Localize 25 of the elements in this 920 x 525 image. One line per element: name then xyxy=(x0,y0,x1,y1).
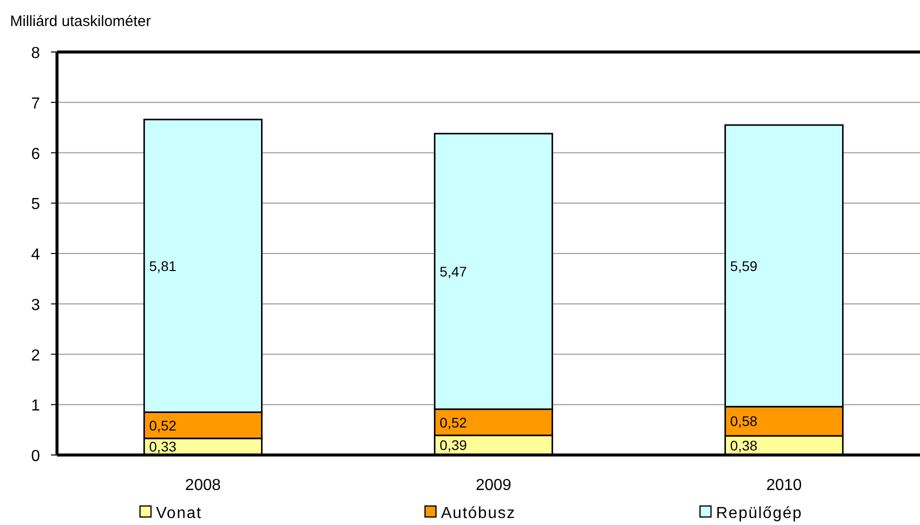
data-label: 0,58 xyxy=(730,413,758,430)
y-tick-label: 5 xyxy=(31,196,40,214)
data-label: 0,38 xyxy=(730,437,758,454)
y-tick-label: 2 xyxy=(31,347,40,364)
data-label: 0,33 xyxy=(149,438,177,455)
x-tick-label: 2009 xyxy=(476,477,512,494)
y-tick-label: 1 xyxy=(31,398,40,415)
data-label: 5,59 xyxy=(730,258,758,274)
x-tick-label: 2008 xyxy=(185,477,221,494)
legend-label: Autóbusz xyxy=(441,505,516,522)
y-tick-label: 8 xyxy=(31,45,40,62)
y-axis-title: Milliárd utaskilométer xyxy=(10,13,151,30)
data-label: 5,47 xyxy=(440,263,468,280)
data-label: 0,52 xyxy=(149,417,177,434)
y-tick-label: 7 xyxy=(31,95,40,112)
y-tick-label: 4 xyxy=(31,246,40,264)
data-label: 0,39 xyxy=(440,437,468,454)
x-tick-label: 2010 xyxy=(766,477,802,494)
legend-label: Repülőgép xyxy=(716,505,802,522)
data-label: 5,81 xyxy=(149,258,177,274)
y-tick-label: 3 xyxy=(31,296,40,314)
data-label: 0,52 xyxy=(440,414,468,430)
y-tick-label: 6 xyxy=(31,146,40,163)
legend-label: Vonat xyxy=(156,505,202,522)
y-tick-label: 0 xyxy=(31,448,40,465)
